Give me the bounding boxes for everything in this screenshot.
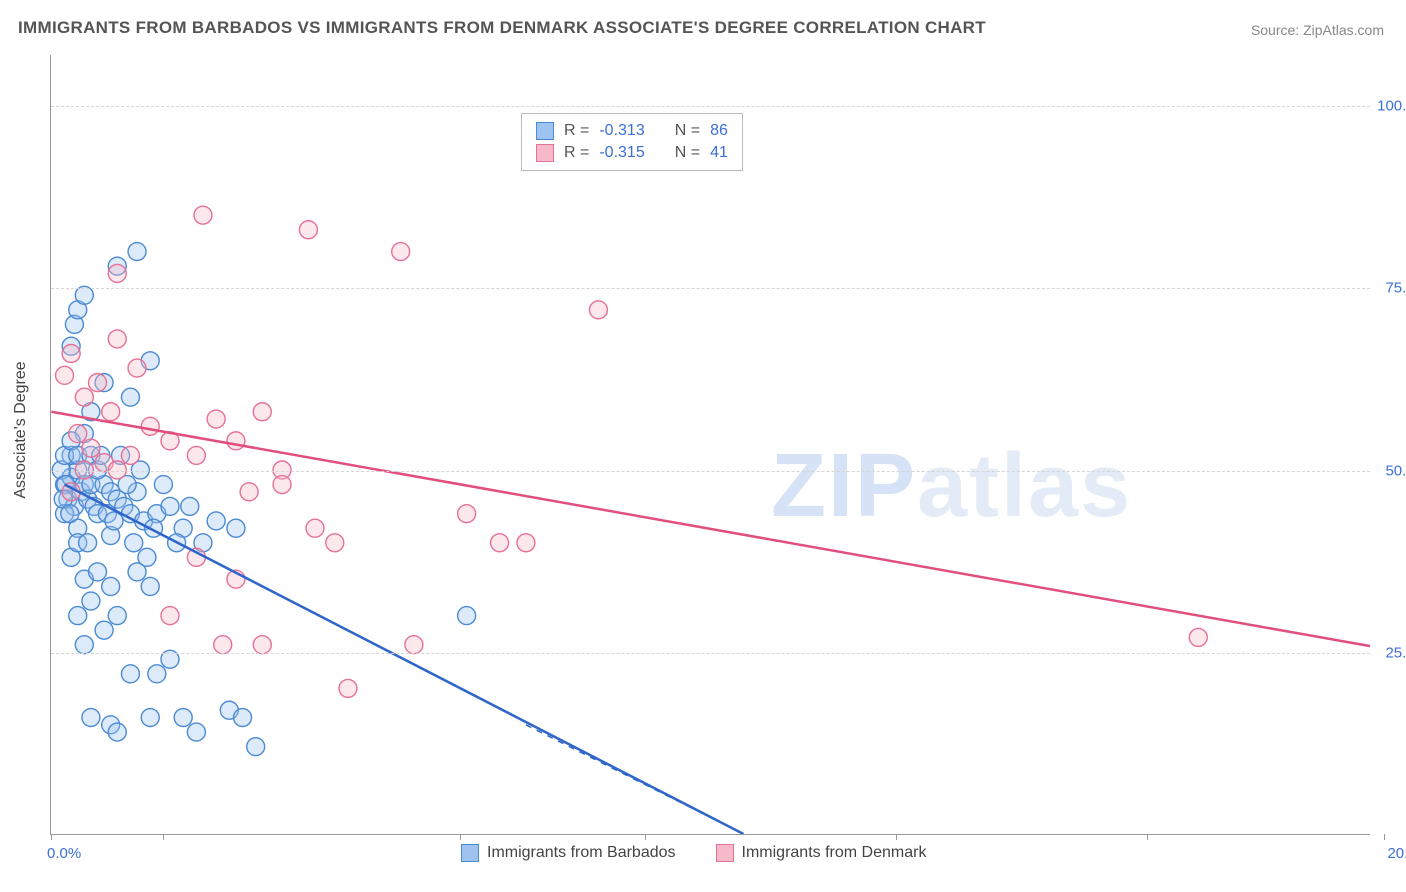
x-tick xyxy=(1147,834,1148,840)
gridline xyxy=(51,288,1370,289)
swatch-denmark-icon xyxy=(716,844,734,862)
y-tick-label: 25.0% xyxy=(1385,644,1406,661)
legend-item-barbados: Immigrants from Barbados xyxy=(461,844,676,862)
n-value-denmark: 41 xyxy=(710,144,728,162)
n-label: N = xyxy=(675,144,700,162)
swatch-denmark xyxy=(536,144,554,162)
r-value-denmark: -0.315 xyxy=(599,144,644,162)
x-tick xyxy=(1384,834,1385,840)
y-tick-label: 75.0% xyxy=(1385,280,1406,297)
x-tick xyxy=(163,834,164,840)
y-tick-label: 100.0% xyxy=(1377,98,1406,115)
legend-label-barbados: Immigrants from Barbados xyxy=(487,844,676,862)
swatch-barbados-icon xyxy=(461,844,479,862)
source-attribution: Source: ZipAtlas.com xyxy=(1251,22,1384,38)
y-tick-label: 50.0% xyxy=(1385,462,1406,479)
legend-item-denmark: Immigrants from Denmark xyxy=(716,844,927,862)
scatter-svg xyxy=(51,55,1370,834)
n-label: N = xyxy=(675,122,700,140)
r-value-barbados: -0.313 xyxy=(599,122,644,140)
swatch-barbados xyxy=(536,122,554,140)
bottom-legend: Immigrants from Barbados Immigrants from… xyxy=(461,844,926,862)
x-tick-label: 20.0% xyxy=(1387,845,1406,862)
x-tick xyxy=(645,834,646,840)
gridline xyxy=(51,471,1370,472)
x-tick-label: 0.0% xyxy=(47,845,81,862)
gridline xyxy=(51,653,1370,654)
chart-plot-area: ZIPatlas R = -0.313 N = 86 R = -0.315 N … xyxy=(50,55,1370,835)
gridline xyxy=(51,106,1370,107)
x-tick xyxy=(460,834,461,840)
chart-title: IMMIGRANTS FROM BARBADOS VS IMMIGRANTS F… xyxy=(18,18,986,38)
x-tick xyxy=(51,834,52,840)
y-axis-label: Associate's Degree xyxy=(12,361,30,498)
x-tick xyxy=(896,834,897,840)
stats-row-denmark: R = -0.315 N = 41 xyxy=(536,142,728,164)
n-value-barbados: 86 xyxy=(710,122,728,140)
r-label: R = xyxy=(564,122,589,140)
r-label: R = xyxy=(564,144,589,162)
stats-legend-box: R = -0.313 N = 86 R = -0.315 N = 41 xyxy=(521,113,743,171)
stats-row-barbados: R = -0.313 N = 86 xyxy=(536,120,728,142)
legend-label-denmark: Immigrants from Denmark xyxy=(742,844,927,862)
